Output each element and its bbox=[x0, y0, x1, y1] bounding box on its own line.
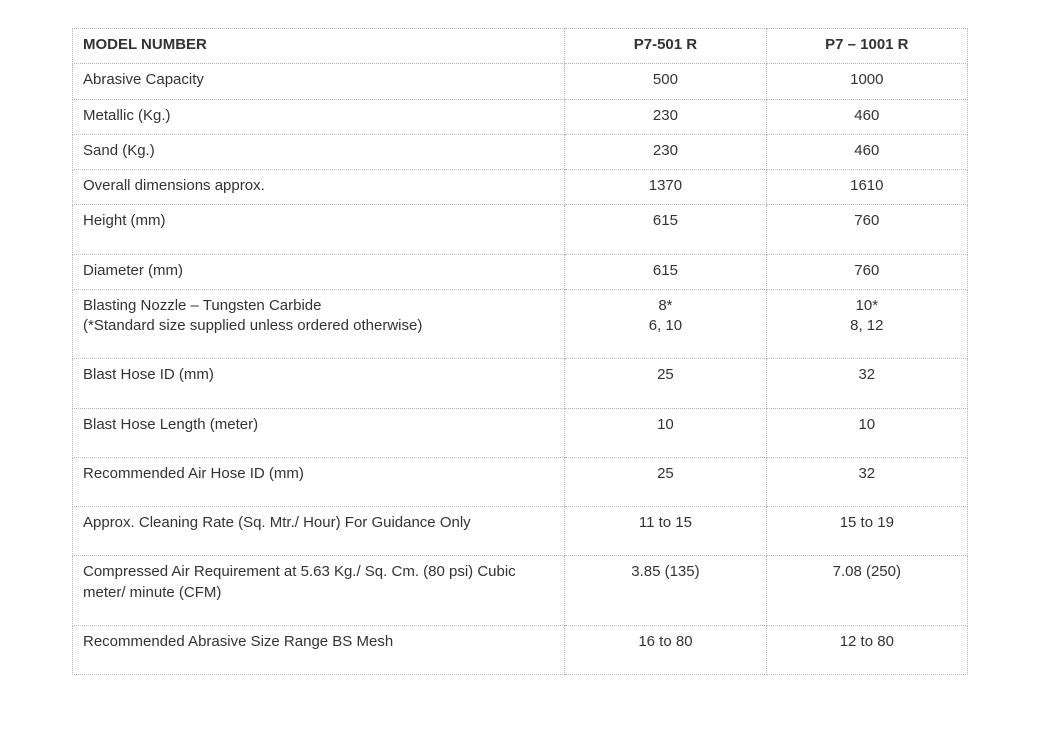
header-col2: P7 – 1001 R bbox=[766, 29, 967, 64]
table-row: Diameter (mm)615760 bbox=[73, 254, 968, 289]
table-row: Compressed Air Requirement at 5.63 Kg./ … bbox=[73, 556, 968, 626]
row-value-2: 7.08 (250) bbox=[766, 556, 967, 626]
row-label: Overall dimensions approx. bbox=[73, 170, 565, 205]
table-row: Abrasive Capacity5001000 bbox=[73, 64, 968, 99]
row-value-2: 32 bbox=[766, 457, 967, 506]
row-value-2: 10*8, 12 bbox=[766, 289, 967, 359]
row-value-1: 3.85 (135) bbox=[565, 556, 766, 626]
row-value-1: 230 bbox=[565, 134, 766, 169]
row-label: Diameter (mm) bbox=[73, 254, 565, 289]
row-value-2: 1000 bbox=[766, 64, 967, 99]
row-value-2: 15 to 19 bbox=[766, 507, 967, 556]
table-row: Height (mm)615760 bbox=[73, 205, 968, 254]
table-row: Approx. Cleaning Rate (Sq. Mtr./ Hour) F… bbox=[73, 507, 968, 556]
row-value-1: 230 bbox=[565, 99, 766, 134]
table-row: Blast Hose ID (mm)2532 bbox=[73, 359, 968, 408]
row-value-1: 615 bbox=[565, 205, 766, 254]
row-label: Blast Hose Length (meter) bbox=[73, 408, 565, 457]
row-label: Blasting Nozzle – Tungsten Carbide(*Stan… bbox=[73, 289, 565, 359]
row-value-1: 25 bbox=[565, 359, 766, 408]
row-value-1: 1370 bbox=[565, 170, 766, 205]
table-row: Recommended Abrasive Size Range BS Mesh1… bbox=[73, 625, 968, 674]
spec-table: MODEL NUMBER P7-501 R P7 – 1001 R Abrasi… bbox=[72, 28, 968, 675]
row-value-2: 760 bbox=[766, 254, 967, 289]
table-row: Metallic (Kg.)230460 bbox=[73, 99, 968, 134]
table-row: Overall dimensions approx.13701610 bbox=[73, 170, 968, 205]
row-value-1: 16 to 80 bbox=[565, 625, 766, 674]
row-label: Compressed Air Requirement at 5.63 Kg./ … bbox=[73, 556, 565, 626]
row-value-2: 460 bbox=[766, 99, 967, 134]
row-label: Recommended Abrasive Size Range BS Mesh bbox=[73, 625, 565, 674]
row-value-1: 500 bbox=[565, 64, 766, 99]
table-row: Sand (Kg.)230460 bbox=[73, 134, 968, 169]
row-value-2: 32 bbox=[766, 359, 967, 408]
row-label: Approx. Cleaning Rate (Sq. Mtr./ Hour) F… bbox=[73, 507, 565, 556]
table-row: Blasting Nozzle – Tungsten Carbide(*Stan… bbox=[73, 289, 968, 359]
row-value-1: 8*6, 10 bbox=[565, 289, 766, 359]
row-value-2: 10 bbox=[766, 408, 967, 457]
row-value-2: 1610 bbox=[766, 170, 967, 205]
row-label: Height (mm) bbox=[73, 205, 565, 254]
row-label: Blast Hose ID (mm) bbox=[73, 359, 565, 408]
row-label: Abrasive Capacity bbox=[73, 64, 565, 99]
table-row: Recommended Air Hose ID (mm)2532 bbox=[73, 457, 968, 506]
table-header-row: MODEL NUMBER P7-501 R P7 – 1001 R bbox=[73, 29, 968, 64]
row-value-1: 615 bbox=[565, 254, 766, 289]
row-value-1: 10 bbox=[565, 408, 766, 457]
row-value-2: 760 bbox=[766, 205, 967, 254]
table-row: Blast Hose Length (meter)1010 bbox=[73, 408, 968, 457]
table-body: Abrasive Capacity5001000Metallic (Kg.)23… bbox=[73, 64, 968, 675]
header-col1: P7-501 R bbox=[565, 29, 766, 64]
header-label: MODEL NUMBER bbox=[73, 29, 565, 64]
row-label: Metallic (Kg.) bbox=[73, 99, 565, 134]
row-value-2: 12 to 80 bbox=[766, 625, 967, 674]
row-value-1: 11 to 15 bbox=[565, 507, 766, 556]
row-label: Recommended Air Hose ID (mm) bbox=[73, 457, 565, 506]
row-value-2: 460 bbox=[766, 134, 967, 169]
row-value-1: 25 bbox=[565, 457, 766, 506]
row-label: Sand (Kg.) bbox=[73, 134, 565, 169]
